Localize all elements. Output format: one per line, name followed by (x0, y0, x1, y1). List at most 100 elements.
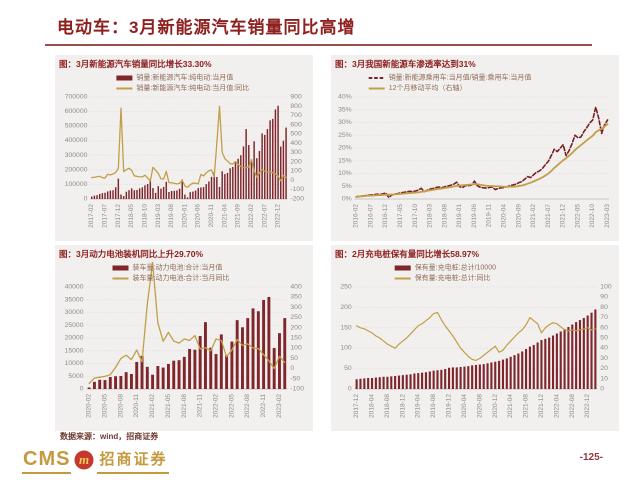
svg-text:100: 100 (290, 345, 302, 352)
svg-text:2022-05: 2022-05 (574, 204, 581, 228)
svg-text:80: 80 (600, 304, 608, 311)
svg-text:2020-11: 2020-11 (208, 204, 215, 228)
svg-text:2018-05: 2018-05 (128, 204, 135, 228)
cms-logo-brand: 招商证券 (97, 448, 170, 474)
svg-text:2017-05: 2017-05 (397, 204, 404, 228)
chart-title: 图：2月充电桩保有量同比增长58.97% (335, 249, 480, 259)
svg-text:2017-02: 2017-02 (88, 204, 95, 228)
svg-text:200000: 200000 (65, 166, 88, 173)
svg-text:20000: 20000 (65, 335, 84, 342)
svg-text:100: 100 (340, 345, 352, 352)
svg-text:2022-04: 2022-04 (553, 394, 560, 418)
chart-canvas-charging: 0 50 100 150 200 250 0 10 20 30 40 50 60 70 80 90 100 201… (340, 263, 612, 418)
svg-text:2020-08: 2020-08 (476, 394, 483, 418)
page-number: -125- (579, 452, 603, 463)
svg-text:30%: 30% (338, 119, 352, 126)
svg-text:2017-12: 2017-12 (353, 394, 360, 418)
svg-text:5%: 5% (342, 183, 352, 190)
svg-text:m: m (79, 452, 89, 467)
svg-text:2020-01: 2020-01 (181, 204, 188, 228)
svg-text:2022-02: 2022-02 (248, 204, 255, 228)
svg-text:100: 100 (600, 284, 612, 291)
chart-canvas-battery: 0 5000 10000 15000 20000 25000 30000 35000 40000… (65, 261, 304, 418)
chart-title: 图：3月新能源汽车销量同比增长33.30% (59, 59, 212, 69)
cms-logo-icon: m (74, 450, 94, 470)
svg-text:10: 10 (600, 375, 608, 382)
svg-text:2018-08: 2018-08 (384, 394, 391, 418)
svg-text:700: 700 (290, 112, 302, 119)
svg-text:-100: -100 (290, 186, 304, 193)
svg-text:-200: -200 (290, 196, 304, 203)
svg-text:2022-07: 2022-07 (261, 204, 268, 228)
svg-text:-50: -50 (290, 375, 300, 382)
svg-text:销量:新能源汽车:纯电动:当月值:同比: 销量:新能源汽车:纯电动:当月值:同比 (136, 83, 249, 92)
svg-text:销量:新能源乘用车:当月值/销量:乘用车:当月值: 销量:新能源乘用车:当月值/销量:乘用车:当月值 (389, 73, 532, 82)
svg-text:保有量:充电桩:总计:同比: 保有量:充电桩:总计:同比 (415, 273, 491, 282)
svg-text:600000: 600000 (65, 108, 88, 115)
svg-text:2022-08: 2022-08 (569, 394, 576, 418)
svg-text:2019-04: 2019-04 (415, 394, 422, 418)
svg-text:2019-12: 2019-12 (446, 394, 453, 418)
svg-text:400: 400 (290, 140, 302, 147)
title-divider (45, 44, 592, 46)
svg-text:2017-12: 2017-12 (115, 204, 122, 228)
svg-text:0: 0 (600, 386, 604, 393)
svg-text:2021-12: 2021-12 (538, 394, 545, 418)
chart-title: 图：3月动力电池装机同比上升29.70% (59, 249, 204, 259)
svg-text:0: 0 (80, 386, 84, 393)
svg-text:2019-08: 2019-08 (430, 394, 437, 418)
svg-text:2020-05: 2020-05 (102, 394, 109, 418)
chart-canvas-ev-sales: 0 100000 200000 300000 400000 500000 600000 700… (65, 73, 305, 228)
svg-text:2020-06: 2020-06 (195, 204, 202, 228)
svg-text:900: 900 (290, 94, 302, 101)
svg-text:-100: -100 (290, 386, 304, 393)
svg-text:20%: 20% (338, 145, 352, 152)
svg-text:15%: 15% (338, 157, 352, 164)
svg-text:2020-04: 2020-04 (501, 204, 508, 228)
svg-text:150: 150 (340, 324, 352, 331)
svg-text:2021-08: 2021-08 (523, 394, 530, 418)
chart-ev-sales: 图：3月新能源汽车销量同比增长33.30% 0 100000 200000 30000… (55, 55, 313, 241)
svg-text:200: 200 (290, 158, 302, 165)
svg-text:装车量:动力电池:合计:当月同比: 装车量:动力电池:合计:当月同比 (133, 273, 230, 282)
svg-text:10%: 10% (338, 170, 352, 177)
svg-text:保有量:充电桩:总计/10000: 保有量:充电桩:总计/10000 (415, 263, 496, 272)
svg-text:150: 150 (290, 335, 302, 342)
svg-text:35%: 35% (338, 106, 352, 113)
svg-text:2016-02: 2016-02 (353, 204, 360, 228)
chart-penetration-rate: 图：3月我国新能源车渗透率达到31% 0% 5% 10% 15% 20% 25% 30% 35… (331, 55, 619, 241)
svg-text:40: 40 (600, 345, 608, 352)
svg-text:700000: 700000 (65, 94, 88, 101)
svg-text:30: 30 (600, 355, 608, 362)
chart-battery-install: 图：3月动力电池装机同比上升29.70% 0 5000 10000 15000 2000… (55, 245, 313, 431)
svg-text:装车量:动力电池:合计:当月值: 装车量:动力电池:合计:当月值 (133, 263, 223, 272)
svg-text:2018-04: 2018-04 (369, 394, 376, 418)
svg-text:2019-11: 2019-11 (486, 204, 493, 228)
svg-text:70: 70 (600, 314, 608, 321)
svg-text:2021-04: 2021-04 (221, 204, 228, 228)
svg-text:0: 0 (290, 365, 294, 372)
chart-charging-piles: 图：2月充电桩保有量同比增长58.97% 0 50 100 150 200 250 0 10 2… (331, 245, 619, 431)
svg-text:2021-09: 2021-09 (235, 204, 242, 228)
svg-text:500000: 500000 (65, 123, 88, 130)
chart-title: 图：3月我国新能源车渗透率达到31% (335, 59, 476, 69)
svg-text:2020-09: 2020-09 (515, 204, 522, 228)
svg-text:2020-02: 2020-02 (86, 394, 93, 418)
svg-text:2019-08: 2019-08 (168, 204, 175, 228)
svg-text:250: 250 (340, 284, 352, 291)
page-title: 电动车：3月新能源汽车销量同比高增 (57, 18, 356, 37)
svg-text:2021-08: 2021-08 (181, 394, 188, 418)
svg-text:5000: 5000 (68, 373, 83, 380)
svg-text:2021-05: 2021-05 (165, 394, 172, 418)
svg-text:2021-12: 2021-12 (560, 204, 567, 228)
svg-text:2022-11: 2022-11 (260, 394, 267, 418)
svg-text:2022-02: 2022-02 (213, 394, 220, 418)
svg-text:0%: 0% (342, 196, 352, 203)
chart-canvas-penetration: 0% 5% 10% 15% 20% 25% 30% 35% 40% 2016-02 2016-07 2… (338, 73, 611, 228)
svg-text:30000: 30000 (65, 309, 84, 316)
svg-text:2017-10: 2017-10 (412, 204, 419, 228)
svg-text:50: 50 (600, 335, 608, 342)
svg-text:25%: 25% (338, 132, 352, 139)
svg-text:20: 20 (600, 365, 608, 372)
svg-text:50: 50 (290, 355, 298, 362)
